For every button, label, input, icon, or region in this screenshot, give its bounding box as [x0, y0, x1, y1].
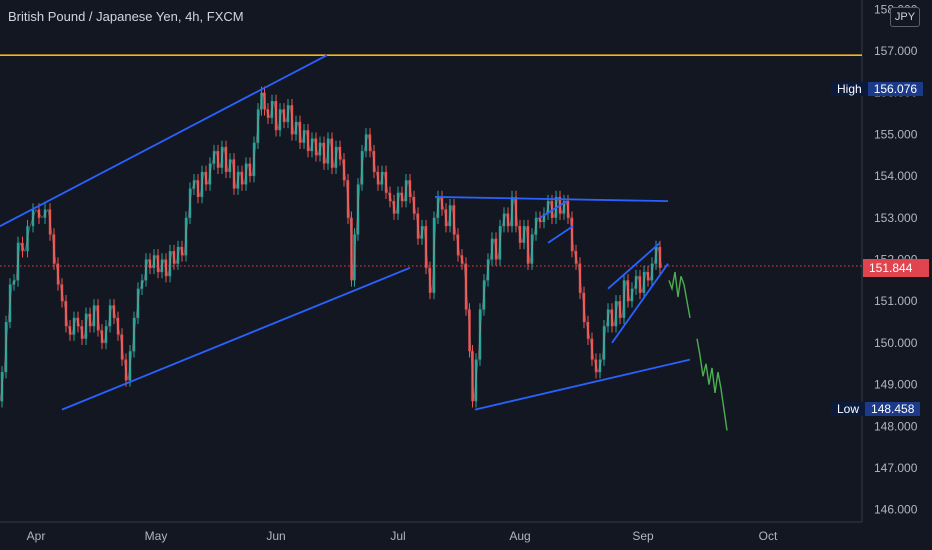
x-tick-label: Apr	[27, 529, 46, 543]
projection-path-long	[696, 338, 728, 431]
y-tick-label: 149.000	[874, 378, 918, 392]
trendline	[434, 196, 669, 203]
high-marker: High 156.076	[831, 80, 924, 98]
y-tick-label: 148.000	[874, 419, 918, 433]
trendline	[611, 263, 669, 344]
y-tick-label: 151.000	[874, 294, 918, 308]
trendline	[0, 54, 328, 227]
projection-path-short	[668, 271, 691, 319]
y-tick-label: 147.000	[874, 461, 918, 475]
high-label: High	[831, 82, 868, 96]
y-tick-label: 157.000	[874, 44, 918, 58]
trendline	[607, 242, 661, 290]
chart-title: British Pound / Japanese Yen, 4h, FXCM	[8, 9, 244, 24]
trendline	[474, 358, 691, 411]
x-tick-label: Jun	[266, 529, 285, 543]
last-price-label: 151.844	[863, 259, 929, 277]
x-tick-label: May	[145, 529, 168, 543]
high-value: 156.076	[867, 82, 924, 96]
low-marker: Low 148.458	[831, 400, 921, 418]
x-tick-label: Aug	[509, 529, 530, 543]
y-tick-label: 154.000	[874, 169, 918, 183]
x-tick-label: Jul	[390, 529, 405, 543]
x-tick-label: Oct	[759, 529, 778, 543]
y-tick-label: 146.000	[874, 503, 918, 517]
trendline	[539, 200, 568, 219]
y-tick-label: 150.000	[874, 336, 918, 350]
trendline	[547, 225, 574, 244]
low-label: Low	[831, 402, 866, 416]
low-value: 148.458	[865, 402, 921, 416]
y-tick-label: 155.000	[874, 127, 918, 141]
x-tick-label: Sep	[632, 529, 654, 543]
y-tick-label: 153.000	[874, 211, 918, 225]
trendline	[61, 267, 411, 411]
currency-badge[interactable]: JPY	[890, 7, 920, 27]
